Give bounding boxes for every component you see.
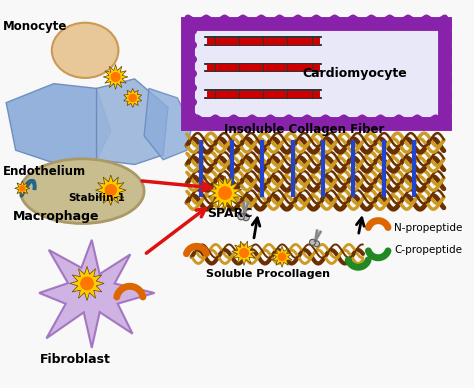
- Text: Soluble Procollagen: Soluble Procollagen: [206, 269, 330, 279]
- Circle shape: [310, 239, 316, 245]
- Polygon shape: [272, 246, 292, 267]
- Polygon shape: [70, 266, 104, 301]
- Text: Cardiomyocyte: Cardiomyocyte: [302, 67, 407, 80]
- Circle shape: [243, 214, 249, 221]
- Text: Stabilin-1: Stabilin-1: [68, 193, 125, 203]
- Text: Fibroblast: Fibroblast: [40, 353, 111, 366]
- Ellipse shape: [52, 23, 118, 78]
- Circle shape: [237, 213, 245, 220]
- Polygon shape: [6, 84, 111, 165]
- Circle shape: [240, 249, 248, 257]
- Text: C-propeptide: C-propeptide: [394, 245, 462, 255]
- Circle shape: [129, 94, 137, 102]
- Polygon shape: [144, 88, 191, 160]
- Circle shape: [81, 277, 93, 289]
- Circle shape: [20, 186, 25, 191]
- Text: SPARC: SPARC: [207, 208, 253, 220]
- Circle shape: [243, 213, 246, 215]
- Ellipse shape: [20, 159, 144, 223]
- Polygon shape: [124, 88, 142, 107]
- Polygon shape: [39, 240, 155, 348]
- Polygon shape: [97, 79, 168, 165]
- Text: Insoluble Collagen Fiber: Insoluble Collagen Fiber: [224, 123, 384, 136]
- Circle shape: [314, 239, 317, 242]
- Text: Monocyte: Monocyte: [3, 20, 68, 33]
- Polygon shape: [208, 176, 242, 210]
- Circle shape: [278, 253, 286, 260]
- Polygon shape: [15, 181, 30, 196]
- Circle shape: [313, 241, 319, 247]
- Text: Endothelium: Endothelium: [3, 165, 86, 178]
- Circle shape: [105, 185, 117, 196]
- Circle shape: [219, 187, 231, 199]
- FancyBboxPatch shape: [193, 29, 439, 118]
- Polygon shape: [103, 64, 128, 89]
- Text: N-propeptide: N-propeptide: [394, 223, 463, 233]
- Polygon shape: [96, 175, 126, 205]
- Polygon shape: [232, 241, 256, 265]
- Circle shape: [111, 73, 120, 81]
- Text: Macrophage: Macrophage: [13, 210, 100, 223]
